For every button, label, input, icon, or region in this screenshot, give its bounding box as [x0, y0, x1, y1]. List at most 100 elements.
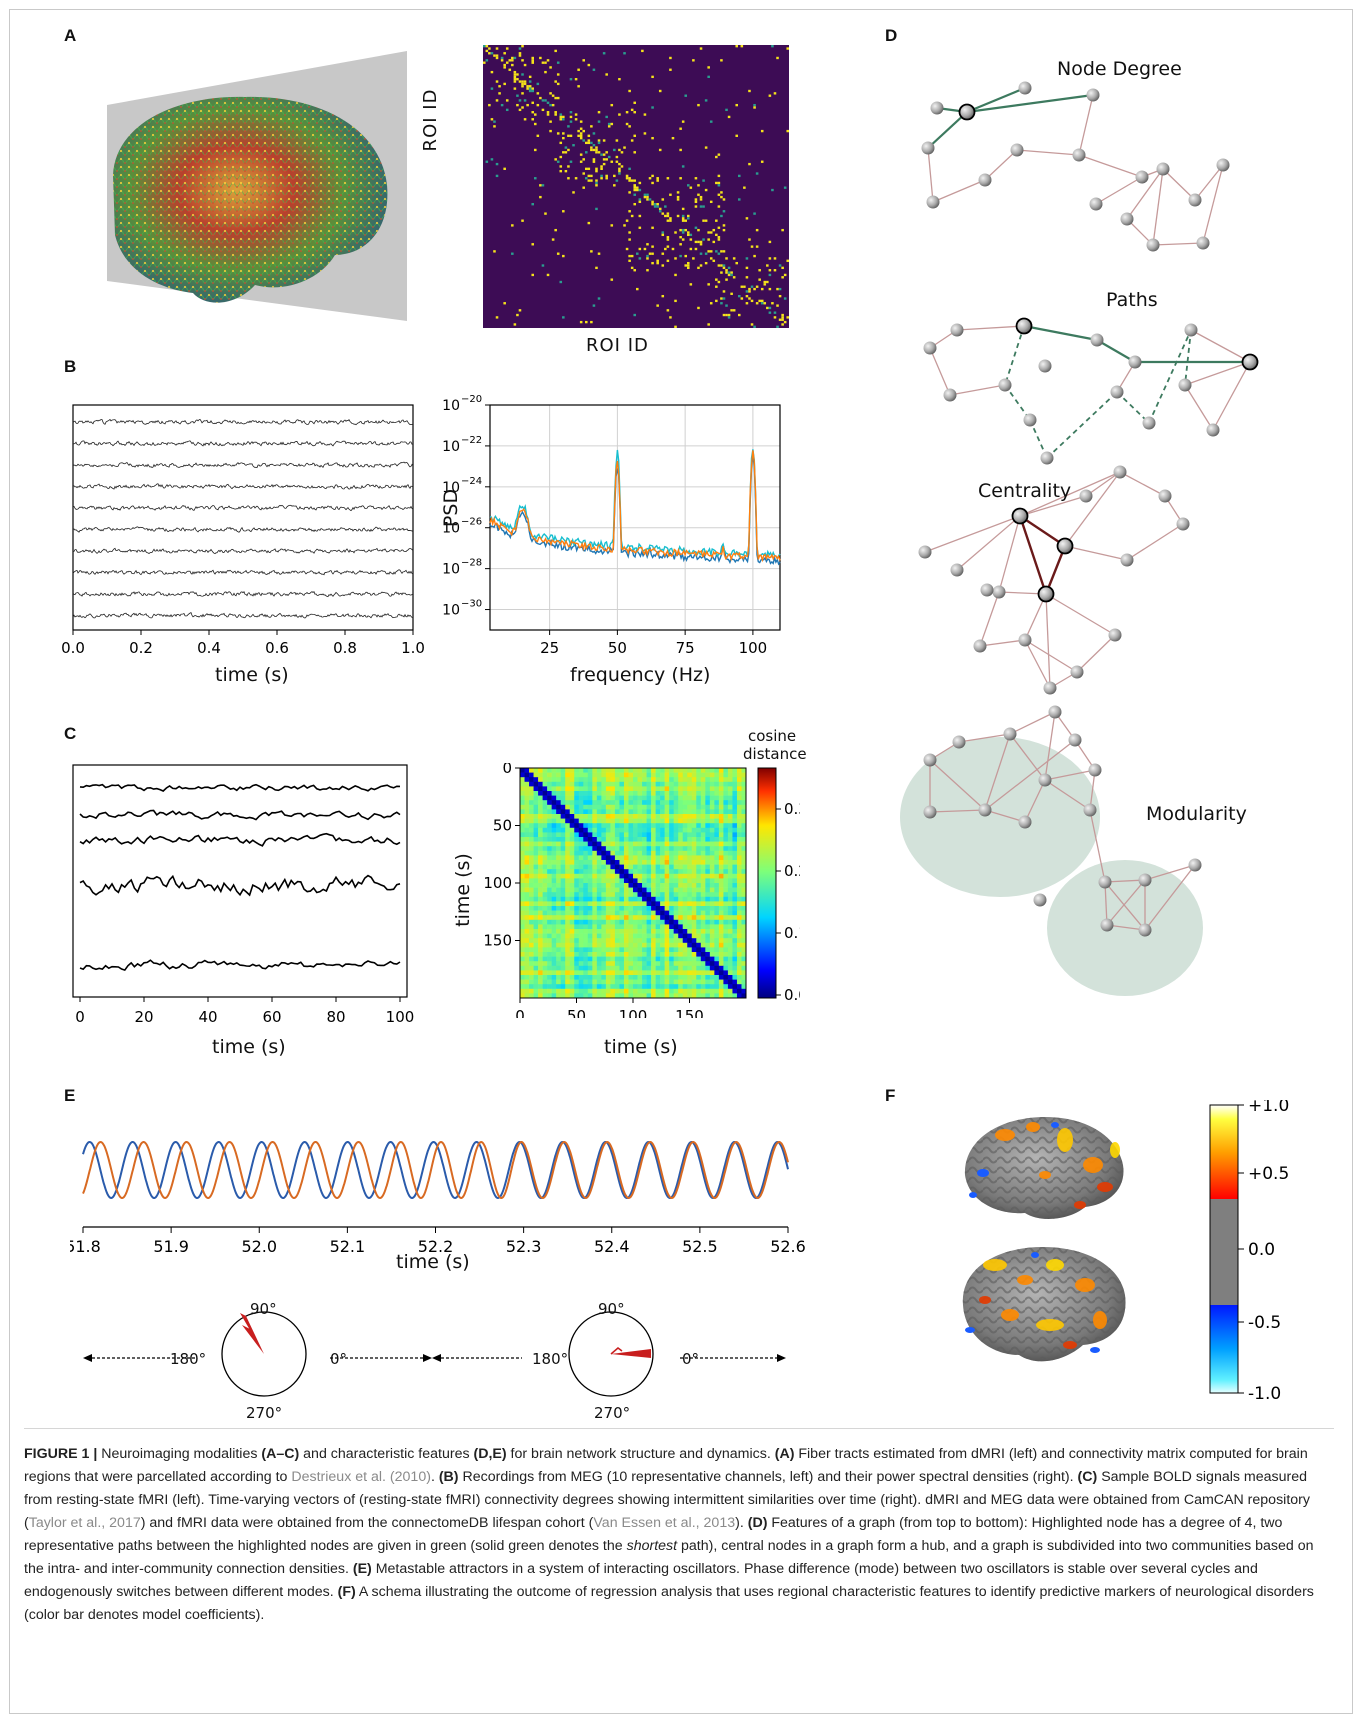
graph-edge: [1024, 639, 1051, 689]
heat-ytick-label: 0: [502, 763, 512, 777]
graph-node: [1216, 158, 1230, 172]
graph-node: [950, 323, 964, 337]
graph-edge: [1104, 881, 1108, 926]
title-centrality: Centrality: [978, 480, 1072, 502]
psd-series-line: [489, 449, 781, 560]
psd-ytick-exponent: −24: [461, 476, 482, 487]
graph-node: [1048, 705, 1062, 719]
citation-link[interactable]: Taylor et al., 2017: [28, 1515, 141, 1531]
graph-edge: [1152, 168, 1164, 246]
highlighted-node: [1011, 507, 1029, 525]
caption-separator: [24, 1428, 1334, 1429]
citation-link[interactable]: Van Essen et al., 2013: [593, 1515, 736, 1531]
graph-edge: [956, 325, 1025, 331]
meg-xlabel: time (s): [215, 664, 289, 686]
graph-node: [1184, 323, 1198, 337]
oscillator-plot: 51.8 51.9 52.0 52.1 52.2 52.3 52.4 52.5 52.6: [70, 1140, 806, 1397]
caption-text: A schema illustrating the outcome of reg…: [24, 1584, 1314, 1623]
psd-ytick-label: 10: [442, 398, 460, 414]
psd-xtick-label: 100: [739, 639, 768, 657]
graph-node: [923, 805, 937, 819]
graph-edge: [984, 739, 1076, 811]
osc-xtick-label: 52.2: [418, 1237, 454, 1256]
highlighted-node: [1056, 537, 1074, 555]
graph-edge: [984, 149, 1018, 181]
caption-bold: (D): [747, 1515, 768, 1531]
caption-text: Neuroimaging modalities: [97, 1446, 262, 1462]
coef-colorbar-tick-label: +1.0: [1248, 1100, 1289, 1116]
alternate-path-edge: [1184, 329, 1192, 386]
heatmap-ylabel: time (s): [452, 853, 474, 927]
graph-edge: [1184, 361, 1251, 386]
osc-xtick-label: 52.0: [241, 1237, 277, 1256]
coef-colorbar-tick-label: -1.0: [1248, 1384, 1281, 1400]
osc-xlabel: time (s): [396, 1251, 470, 1273]
graph-node: [978, 803, 992, 817]
graph-node: [1108, 628, 1122, 642]
alternate-path-edge: [1148, 329, 1192, 424]
cosine-distance-heatmap: 0 50 100 150 0 50 100 150 0.3 0.2 0.1 0.0: [483, 763, 800, 1018]
graph-edge: [1212, 361, 1251, 431]
graph-edge: [998, 515, 1021, 593]
graph-edge: [1024, 779, 1046, 823]
caption-text: and characteristic features: [299, 1446, 474, 1462]
heatmap-xlabel: time (s): [604, 1036, 678, 1058]
highlighted-node: [1241, 353, 1259, 371]
graph-node: [1176, 517, 1190, 531]
coefficient-colorbar: +1.0 +0.5 0.0 -0.5 -1.0: [1209, 1100, 1289, 1400]
graph-node: [1113, 465, 1127, 479]
caption-text: Fiber tracts estimated from dMRI (left) …: [24, 1446, 1308, 1485]
heat-xtick-label: 100: [619, 1007, 648, 1018]
citation-link[interactable]: Destrieux et al. (2010): [291, 1469, 431, 1485]
alternate-path-edge: [1116, 391, 1150, 424]
graph-node: [1146, 238, 1160, 252]
graph-node: [992, 585, 1006, 599]
graph-node: [1083, 803, 1097, 817]
graph-node: [1018, 815, 1032, 829]
colorbar-title-line1: cosine: [748, 727, 797, 745]
meg-xtick-label: 1.0: [401, 639, 425, 657]
caption-text: path), central nodes in a graph form a h…: [24, 1538, 1314, 1577]
graph-edge: [1078, 94, 1094, 156]
brain-bottom: [962, 1247, 1126, 1362]
meg-xtick-label: 0.2: [129, 639, 153, 657]
figure-frame: [9, 9, 1353, 1714]
graph-edge: [979, 639, 1026, 647]
caption-bold: (F): [337, 1584, 356, 1600]
graph-edge: [1045, 593, 1116, 636]
graph-node: [1188, 858, 1202, 872]
colorbar-tick-label: 0.0: [784, 986, 800, 1004]
colorbar-tick-label: 0.3: [784, 800, 800, 818]
graph-edge: [984, 809, 1026, 823]
caption-bold: (D,E): [473, 1446, 507, 1462]
graph-edge: [1019, 495, 1087, 517]
graph-edge: [1089, 809, 1106, 883]
psd-ytick-label: 10: [442, 480, 460, 496]
graph-node: [998, 378, 1012, 392]
osc-xtick-label: 52.1: [330, 1237, 366, 1256]
panel-label-d: D: [885, 26, 898, 45]
graph-edge: [1184, 384, 1214, 431]
graph-edge: [927, 147, 934, 203]
graph-node: [1018, 81, 1032, 95]
bold-axes-box: [72, 764, 408, 998]
colorbar-tick-label: 0.2: [784, 862, 800, 880]
graph-node: [1023, 413, 1037, 427]
highlighted-edge: [966, 93, 1094, 114]
graph-edge: [1126, 523, 1184, 561]
graph-edge: [1044, 711, 1056, 781]
psd-ytick-label: 10: [442, 562, 460, 578]
graph-node: [1188, 193, 1202, 207]
heat-ytick-label: 100: [483, 874, 512, 892]
heat-xtick-label: 50: [567, 1007, 586, 1018]
graph-edge: [1104, 879, 1146, 883]
dial-right-90: 90°: [598, 1300, 625, 1318]
graph-node: [1142, 416, 1156, 430]
alternate-path-edge: [1046, 391, 1118, 459]
highlighted-node: [958, 103, 976, 121]
graph-edge: [1089, 769, 1096, 811]
psd-ytick-label: 10: [442, 521, 460, 537]
osc-xtick-label: 52.5: [682, 1237, 718, 1256]
brain-top: [964, 1117, 1124, 1219]
coef-colorbar-tick-label: -0.5: [1248, 1313, 1281, 1333]
